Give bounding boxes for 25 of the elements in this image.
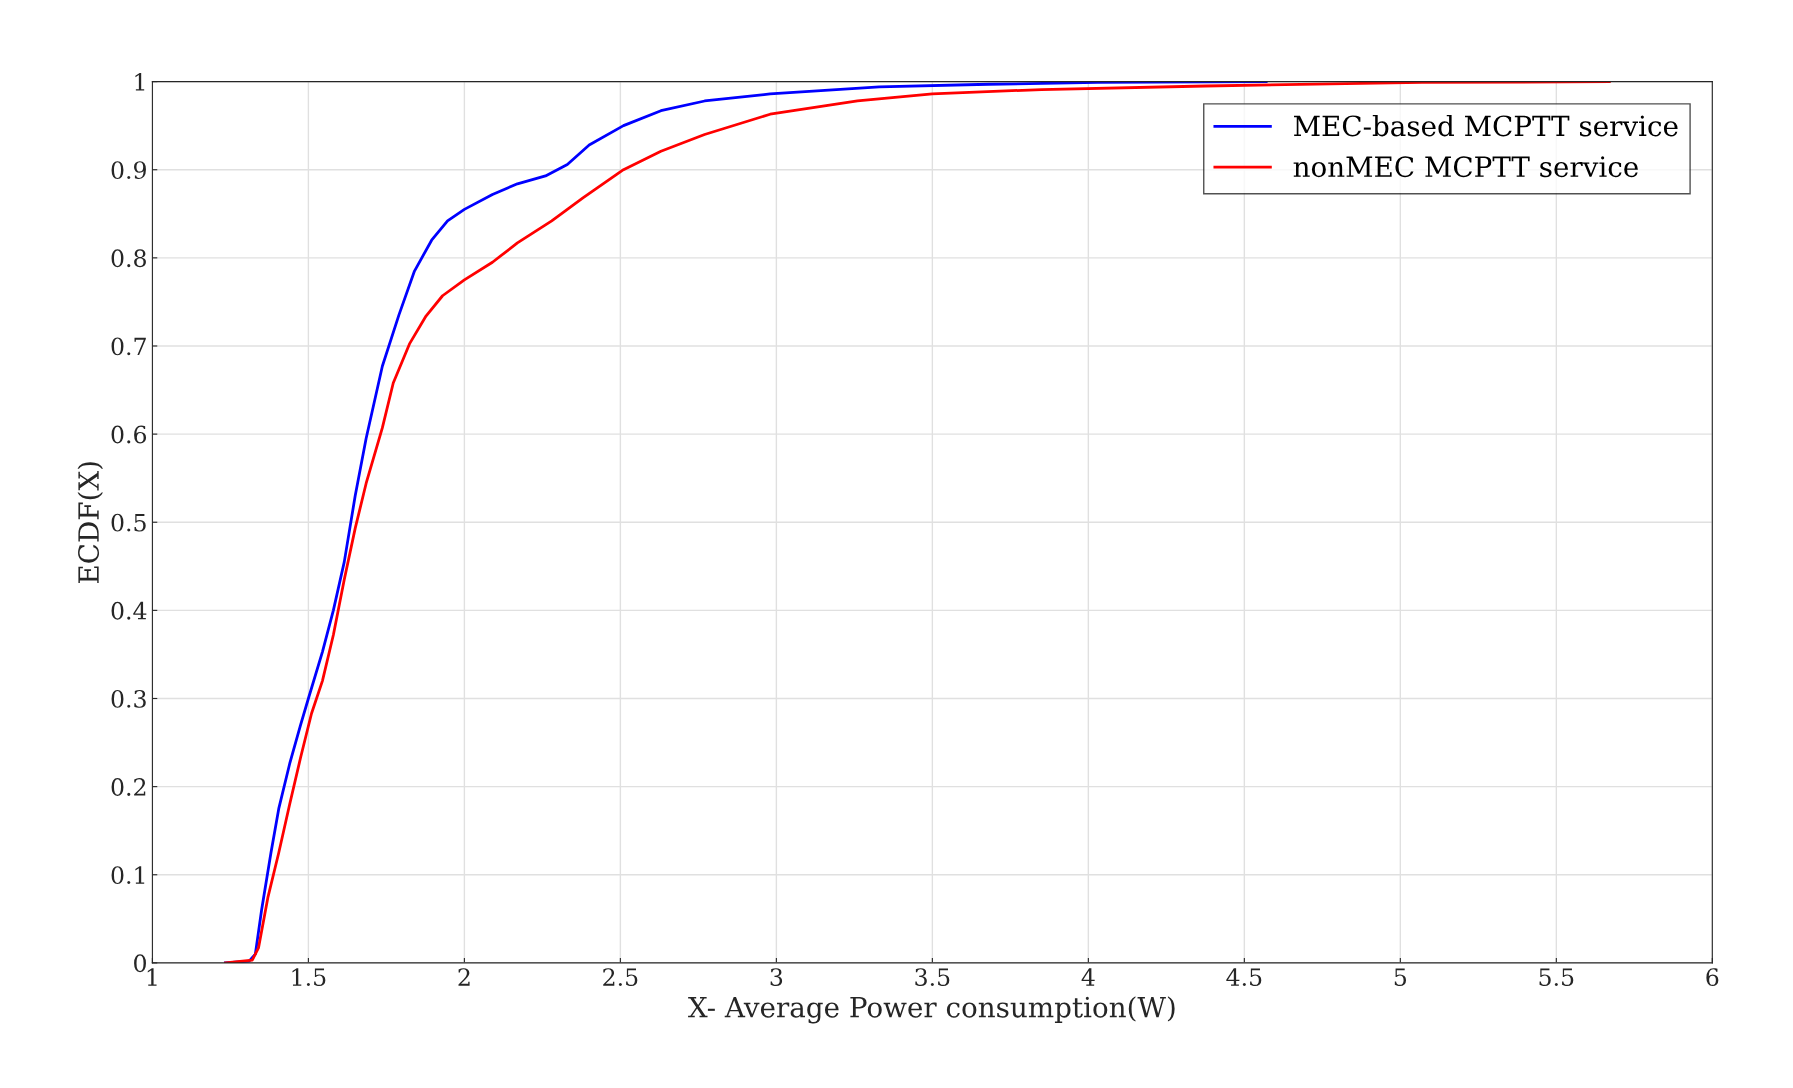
x-tick-label: 4.5 [1226,968,1262,987]
y-tick-label: 0.8 [111,249,146,268]
legend-label: nonMEC MCPTT service [1293,156,1638,178]
y-tick-label: 0.9 [111,161,146,180]
y-tick-label: 0.2 [111,778,146,796]
y-tick-label: 0.7 [111,337,146,356]
x-tick-label: 2.5 [603,968,638,987]
legend-label: MEC-based MCPTT service [1294,114,1678,137]
y-tick-label: 0.5 [111,513,146,532]
y-axis-title: ECDF(X) [77,462,103,583]
x-axis-title: X- Average Power consumption(W) [688,996,1175,1024]
x-tick-label: 5.5 [1539,968,1574,987]
x-tick-label: 3 [770,968,783,987]
y-tick-label: 0.6 [111,425,147,444]
x-tick-label: 3.5 [915,968,950,987]
x-tick-label: 5 [1394,968,1407,987]
y-tick-label: 0.4 [111,601,147,620]
x-tick-label: 4 [1081,968,1095,986]
y-tick-label: 1 [135,73,145,91]
x-tick-label: 1.5 [292,968,326,987]
x-tick-label: 6 [1706,968,1719,987]
y-tick-label: 0.3 [111,689,146,708]
y-tick-label: 0 [134,954,146,973]
y-tick-label: 0.1 [111,866,145,885]
x-tick-label: 2 [458,968,470,986]
